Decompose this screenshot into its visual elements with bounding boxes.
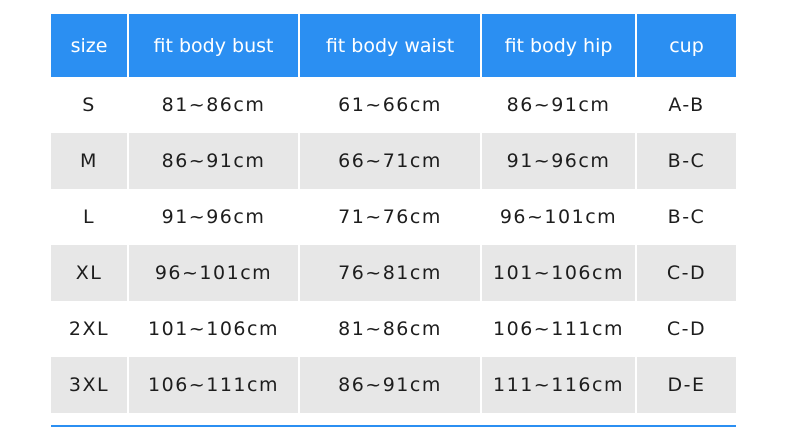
cell-bust: 96~101cm <box>128 245 300 301</box>
table-bottom-rule <box>51 425 736 427</box>
cell-bust: 101~106cm <box>128 301 300 357</box>
cell-waist: 81~86cm <box>299 301 482 357</box>
cell-hip: 101~106cm <box>481 245 637 301</box>
cell-bust: 81~86cm <box>128 77 300 133</box>
cell-hip: 86~91cm <box>481 77 637 133</box>
table-row: L 91~96cm 71~76cm 96~101cm B-C <box>51 189 736 245</box>
cell-cup: A-B <box>668 94 705 116</box>
cell-hip: 111~116cm <box>481 357 637 413</box>
cell-waist: 61~66cm <box>299 77 482 133</box>
table-row: 3XL 106~111cm 86~91cm 111~116cm D-E <box>51 357 736 413</box>
cell-bust: 91~96cm <box>128 189 300 245</box>
cell-hip: 106~111cm <box>481 301 637 357</box>
cell-cup: B-C <box>636 133 736 189</box>
size-chart-table: size fit body bust fit body waist fit bo… <box>51 14 736 413</box>
cell-cup: D-E <box>636 357 736 413</box>
cell-waist: 71~76cm <box>299 189 482 245</box>
cell-cup: C-D <box>666 318 707 340</box>
cell-hip: 96~101cm <box>481 189 637 245</box>
cell-waist: 86~91cm <box>299 357 482 413</box>
table-row: 2XL 101~106cm 81~86cm 106~111cm C-D <box>51 301 736 357</box>
table-row: M 86~91cm 66~71cm 91~96cm B-C <box>51 133 736 189</box>
table-row: XL 96~101cm 76~81cm 101~106cm C-D <box>51 245 736 301</box>
table-row: S 81~86cm 61~66cm 86~91cm A-B <box>51 77 736 133</box>
header-waist: fit body waist <box>299 14 482 77</box>
cell-cup: B-C <box>667 206 706 228</box>
cell-bust: 86~91cm <box>128 133 300 189</box>
header-bust: fit body bust <box>128 14 300 77</box>
cell-size: 3XL <box>51 357 129 413</box>
cell-size: S <box>51 77 129 133</box>
header-hip: fit body hip <box>481 14 637 77</box>
cell-size: M <box>51 133 129 189</box>
cell-cup: C-D <box>636 245 736 301</box>
cell-bust: 106~111cm <box>128 357 300 413</box>
cell-waist: 66~71cm <box>299 133 482 189</box>
cell-hip: 91~96cm <box>481 133 637 189</box>
header-cup: cup <box>636 14 736 77</box>
header-row: size fit body bust fit body waist fit bo… <box>51 14 736 77</box>
header-size: size <box>51 14 129 77</box>
cell-waist: 76~81cm <box>299 245 482 301</box>
cell-size: 2XL <box>51 301 129 357</box>
cell-size: L <box>51 189 129 245</box>
cell-size: XL <box>51 245 129 301</box>
